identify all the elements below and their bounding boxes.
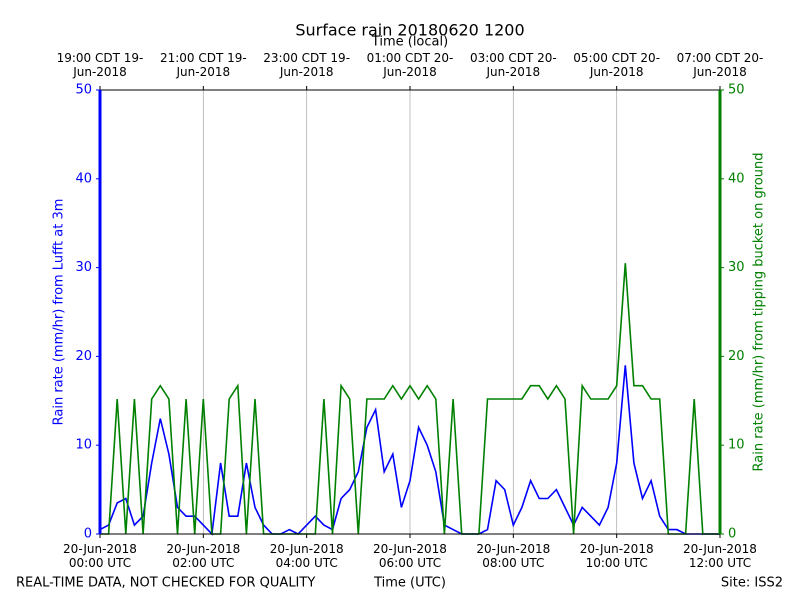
y2-tick-label: 20 bbox=[728, 349, 745, 364]
x-tick-label: 20-Jun-2018 12:00 UTC bbox=[683, 542, 757, 570]
y-tick-label: 30 bbox=[75, 260, 92, 275]
x2-tick-label: 01:00 CDT 20-Jun-2018 bbox=[366, 51, 454, 79]
x2-tick-label: 23:00 CDT 19-Jun-2018 bbox=[263, 51, 351, 79]
x-tick-label: 20-Jun-2018 02:00 UTC bbox=[166, 542, 241, 570]
x-axis-label: Time (UTC) bbox=[373, 576, 446, 591]
y2-tick-label: 10 bbox=[728, 438, 745, 453]
y2-axis-label: Rain rate (mm/hr) from tipping bucket on… bbox=[752, 153, 767, 472]
x-tick-label: 20-Jun-2018 10:00 UTC bbox=[579, 542, 654, 570]
y2-tick-label: 0 bbox=[728, 527, 736, 542]
x-tick-label: 20-Jun-2018 04:00 UTC bbox=[269, 542, 344, 570]
y-tick-label: 0 bbox=[84, 527, 92, 542]
x-tick-label: 20-Jun-2018 00:00 UTC bbox=[63, 542, 137, 570]
y2-tick-label: 30 bbox=[728, 260, 745, 275]
data-line bbox=[99, 365, 720, 536]
y-tick-label: 10 bbox=[75, 438, 92, 453]
y2-tick-label: 50 bbox=[728, 83, 745, 98]
y-tick-label: 40 bbox=[75, 171, 92, 186]
x-tick-label: 20-Jun-2018 08:00 UTC bbox=[476, 542, 551, 570]
y2-tick-label: 40 bbox=[728, 171, 745, 186]
y-axis-label: Rain rate (mm/hr) from Lufft at 3m bbox=[52, 199, 67, 426]
x2-tick-label: 19:00 CDT 19-Jun-2018 bbox=[56, 51, 144, 79]
x2-tick-label: 07:00 CDT 20-Jun-2018 bbox=[676, 51, 764, 79]
x2-tick-label: 05:00 CDT 20-Jun-2018 bbox=[573, 51, 661, 79]
x-tick-label: 20-Jun-2018 06:00 UTC bbox=[373, 542, 447, 570]
x2-tick-label: 21:00 CDT 19-Jun-2018 bbox=[159, 51, 247, 79]
y-tick-label: 50 bbox=[75, 83, 92, 98]
x2-axis-label: Time (local) bbox=[371, 35, 448, 50]
y-tick-label: 20 bbox=[75, 349, 92, 364]
data-line bbox=[100, 263, 720, 535]
chart-title: Surface rain 20180620 1200 bbox=[295, 21, 524, 40]
footer-left: REAL-TIME DATA, NOT CHECKED FOR QUALITY bbox=[16, 576, 315, 591]
x2-tick-label: 03:00 CDT 20-Jun-2018 bbox=[469, 51, 557, 79]
footer-right: Site: ISS2 bbox=[721, 576, 783, 591]
